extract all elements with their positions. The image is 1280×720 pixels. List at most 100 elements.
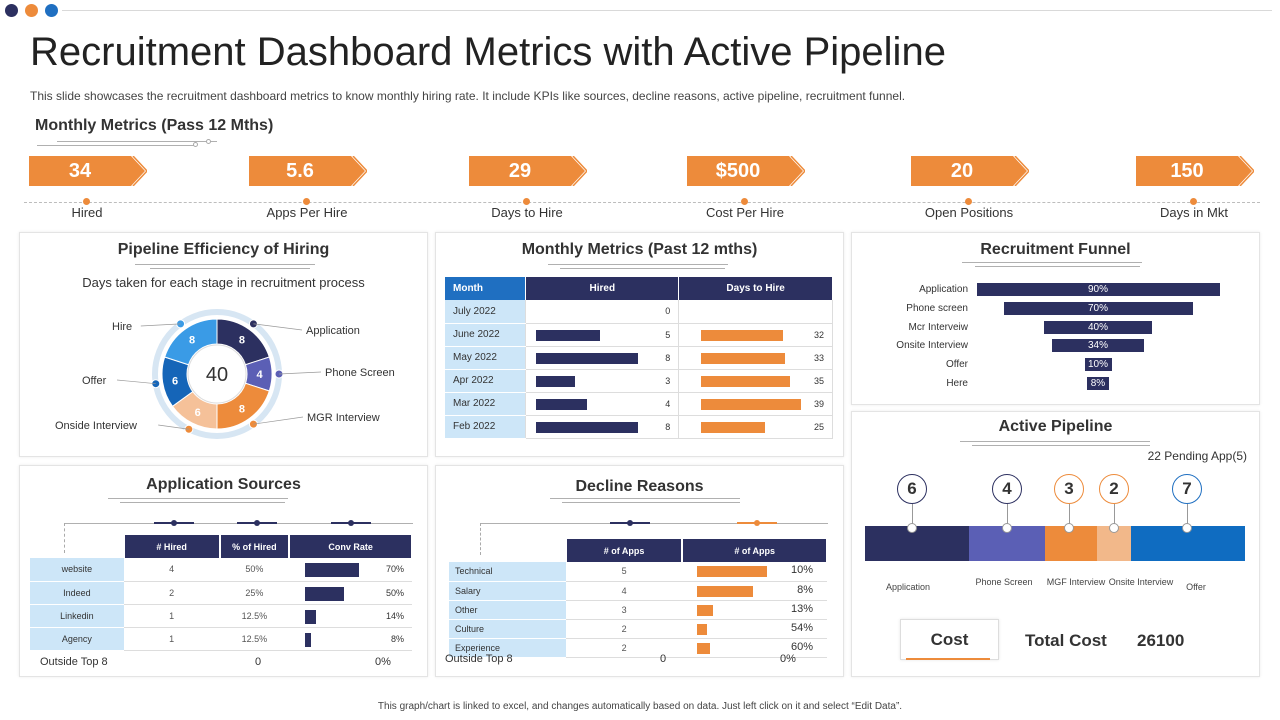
- funnel-label: Onsite Interview: [896, 340, 968, 352]
- kpi-timeline-dot: [303, 198, 310, 205]
- apps-pct: 8%: [797, 583, 813, 596]
- conv-cell: 14%: [289, 604, 412, 628]
- kpi-arrow: $500: [687, 155, 807, 187]
- kpi-timeline-dot: [523, 198, 530, 205]
- kpi-arrow: 5.6: [249, 155, 369, 187]
- apps-pct: 10%: [790, 564, 813, 576]
- hired-bar: [536, 352, 639, 364]
- donut-slice-value: 8: [239, 403, 245, 415]
- apps-bar: [697, 566, 768, 577]
- recruitment-funnel-title: Recruitment Funnel: [980, 241, 1131, 258]
- col-days-to-hire: Days to Hire: [678, 277, 833, 300]
- pipeline-count: 3: [1054, 474, 1084, 504]
- days-bar: [701, 352, 786, 364]
- pipeline-segment: [865, 526, 969, 561]
- apps-pct: 54%: [790, 621, 813, 634]
- cost-label: Cost: [930, 630, 969, 649]
- source-cell: Linkedin: [30, 604, 124, 628]
- kpi-value: 5.6: [286, 160, 314, 182]
- pct-cell: 12.5%: [219, 627, 290, 651]
- donut-slice-value: 6: [172, 376, 178, 388]
- conv-cell: 70%: [289, 558, 412, 582]
- pipeline-efficiency-title: Pipeline Efficiency of Hiring: [117, 241, 330, 258]
- pct-cell: 25%: [219, 581, 290, 605]
- kpi-value: 34: [68, 160, 92, 182]
- pipeline-stem: [1007, 504, 1008, 528]
- monthly-metrics-table: Month Hired Days to Hire July 2022 0 June …: [445, 277, 833, 439]
- kpi-arrow-body: [687, 156, 803, 186]
- hired-value: 3: [665, 375, 671, 386]
- mm-title-rule-2: [560, 268, 725, 269]
- pipeline-stem: [912, 504, 913, 528]
- decline-reasons-table: # of Apps # of Apps Technical 5 10% Salary 4…: [449, 539, 828, 658]
- col-num-apps-bar: # of Apps: [682, 539, 828, 562]
- pipeline-stem: [1069, 504, 1070, 528]
- conv-bar: [305, 632, 312, 647]
- window-dot-blue: [45, 4, 58, 17]
- decline-reasons-title: Decline Reasons: [575, 478, 704, 495]
- kpi-arrow: 29: [469, 155, 589, 187]
- kpi-arrow: 20: [911, 155, 1031, 187]
- donut-center-value: 40: [206, 364, 228, 386]
- kpi-value: 29: [508, 160, 532, 182]
- apps-cell: 2: [565, 619, 683, 639]
- table-row: Experience 2 60%: [449, 638, 827, 658]
- recruitment-funnel-panel: Recruitment Funnel: [851, 232, 1260, 405]
- hired-bar: [536, 398, 588, 410]
- application-sources-table: # Hired % of Hired Conv Rate website 4 50%…: [30, 535, 413, 651]
- apps-pct: 13%: [790, 602, 813, 615]
- funnel-bar: 10%: [1084, 358, 1112, 372]
- pct-cell: 50%: [219, 558, 290, 582]
- source-cell: Agency: [30, 627, 124, 651]
- hired-value: 4: [665, 398, 671, 409]
- pipeline-stem: [1114, 504, 1115, 528]
- donut-leader: [116, 379, 156, 385]
- donut-slice-value: 6: [195, 407, 201, 419]
- funnel-label: Offer: [945, 359, 968, 371]
- as-title-rule: [108, 498, 288, 499]
- as-legend-dot-2: [254, 520, 260, 526]
- conv-value: 50%: [385, 587, 404, 598]
- kpi-label: Days in Mkt: [1160, 205, 1228, 220]
- funnel-bar: 40%: [1044, 320, 1152, 334]
- dr-legend-dot-2: [754, 520, 760, 526]
- pipeline-node: [1109, 523, 1119, 533]
- days-cell: 35: [678, 369, 833, 393]
- sources-outside-conv: 0%: [375, 656, 391, 668]
- rf-title-rule: [962, 262, 1142, 263]
- pipeline-node: [1002, 523, 1012, 533]
- funnel-bar: 34%: [1052, 339, 1144, 353]
- days-value: 32: [813, 329, 824, 340]
- pipeline-label: Phone Screen: [975, 577, 1033, 587]
- table-row: Mar 2022 4 39: [445, 392, 833, 416]
- donut-label: Phone Screen: [325, 367, 395, 379]
- donut-slice-value: 8: [189, 335, 195, 347]
- table-row: Feb 2022 8 25: [445, 415, 833, 439]
- conv-bar: [305, 563, 360, 577]
- reason-cell: Experience: [449, 638, 566, 658]
- hired-bar: [536, 375, 575, 387]
- source-cell: Indeed: [30, 581, 124, 605]
- pipeline-count: 4: [992, 474, 1022, 504]
- donut-leader: [158, 424, 189, 430]
- kpi-card: 5.6: [249, 155, 369, 187]
- donut-marker: [248, 319, 258, 329]
- page-subtitle: This slide showcases the recruitment das…: [30, 89, 906, 103]
- table-row: Technical 5 10%: [449, 562, 827, 582]
- col-conv-rate: Conv Rate: [289, 535, 413, 558]
- pct-cell: 12.5%: [219, 604, 290, 628]
- table-row: Apr 2022 3 35: [445, 369, 833, 393]
- hired-cell: 0: [525, 300, 680, 324]
- pending-apps: 22 Pending App(5): [1147, 449, 1247, 463]
- apps-bar-cell: 54%: [682, 619, 827, 639]
- table-row: Indeed 2 25% 50%: [30, 581, 412, 605]
- kpi-label: Hired: [71, 205, 103, 220]
- hired-cell: 1: [123, 627, 220, 651]
- apps-bar-cell: 10%: [682, 562, 827, 582]
- pipeline-label: Offer: [1186, 582, 1206, 592]
- table-row: July 2022 0: [445, 300, 833, 324]
- donut-leader: [140, 323, 181, 327]
- mm-title-rule: [548, 264, 728, 265]
- footer-note: This graph/chart is linked to excel, and…: [377, 701, 903, 712]
- pe-title-rule-2: [150, 268, 310, 269]
